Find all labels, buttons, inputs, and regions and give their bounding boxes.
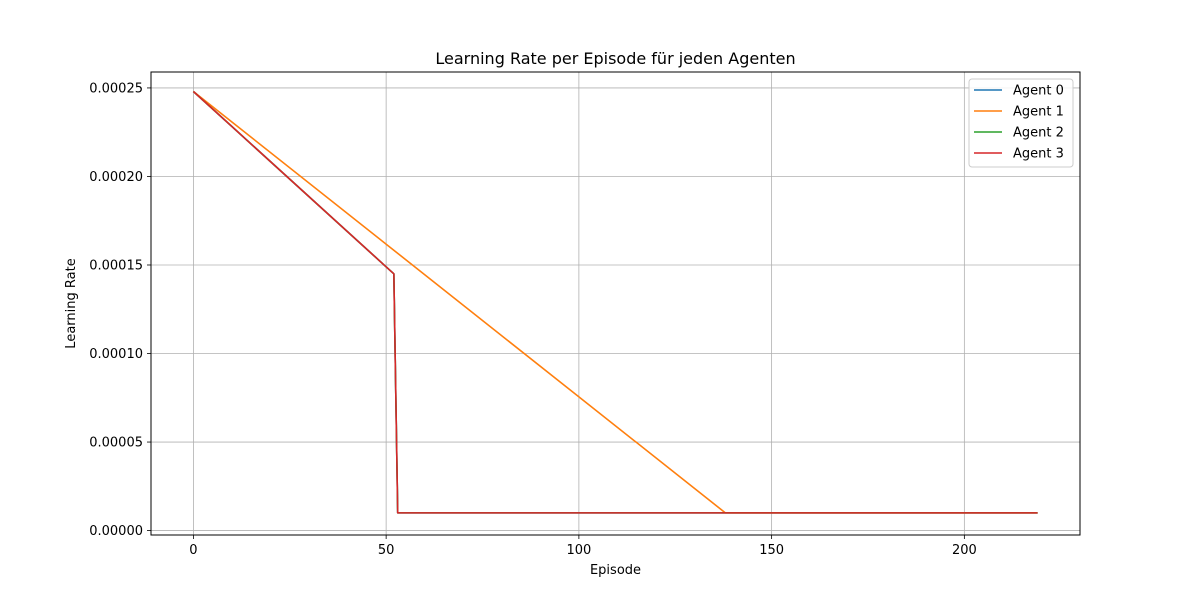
x-tick-label: 50	[378, 543, 395, 558]
y-tick-label: 0.00010	[89, 347, 143, 362]
legend-box	[968, 78, 1074, 168]
x-tick-label: 150	[759, 543, 784, 558]
chart-title: Learning Rate per Episode für jeden Agen…	[435, 49, 795, 68]
x-tick-label: 200	[952, 543, 977, 558]
legend-label-agent-0: Agent 0	[1013, 84, 1064, 99]
y-axis-label: Learning Rate	[64, 258, 79, 348]
y-tick-label: 0.00020	[89, 170, 143, 185]
y-tick-label: 0.00000	[89, 524, 143, 539]
legend-label-agent-1: Agent 1	[1013, 105, 1064, 120]
plot-frame	[150, 71, 1081, 536]
x-tick-label: 0	[189, 543, 197, 558]
x-axis-label: Episode	[590, 563, 641, 578]
x-axis-ticks: 0 50 100 150 200	[189, 535, 977, 558]
legend: Agent 0 Agent 1 Agent 2 Agent 3	[968, 78, 1074, 168]
y-tick-label: 0.00025	[89, 81, 143, 96]
series-layer	[192, 90, 1038, 514]
legend-label-agent-2: Agent 2	[1013, 126, 1064, 141]
grid-layer	[151, 72, 1080, 535]
x-tick-label: 100	[566, 543, 591, 558]
y-tick-label: 0.00005	[89, 436, 143, 451]
y-tick-label: 0.00015	[89, 258, 143, 273]
legend-label-agent-3: Agent 3	[1013, 147, 1064, 162]
y-axis-ticks: 0.00000 0.00005 0.00010 0.00015 0.00020 0.000…	[89, 81, 151, 539]
series-line-agent-3	[192, 90, 1038, 514]
